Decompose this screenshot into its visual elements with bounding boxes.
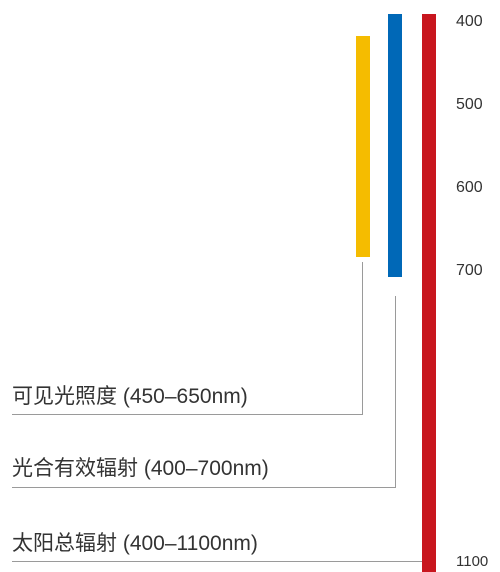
visible-leader-vertical [362, 262, 363, 415]
solar-band-label: 太阳总辐射 (400–1100nm) [12, 532, 258, 555]
par-band-label: 光合有效辐射 (400–700nm) [12, 457, 269, 480]
tick-1100: 1100 [456, 553, 489, 570]
visible-leader-horizontal [12, 414, 363, 415]
par-band-bar [388, 14, 402, 277]
par-leader-horizontal [12, 487, 396, 488]
solar-band-bar [422, 14, 436, 572]
tick-600: 600 [456, 179, 483, 196]
visible-band-bar [356, 36, 370, 257]
solar-leader-horizontal [12, 561, 422, 562]
tick-700: 700 [456, 262, 483, 279]
par-leader-vertical [395, 296, 396, 488]
visible-band-label: 可见光照度 (450–650nm) [12, 385, 248, 408]
tick-400: 400 [456, 13, 483, 30]
tick-500: 500 [456, 96, 483, 113]
